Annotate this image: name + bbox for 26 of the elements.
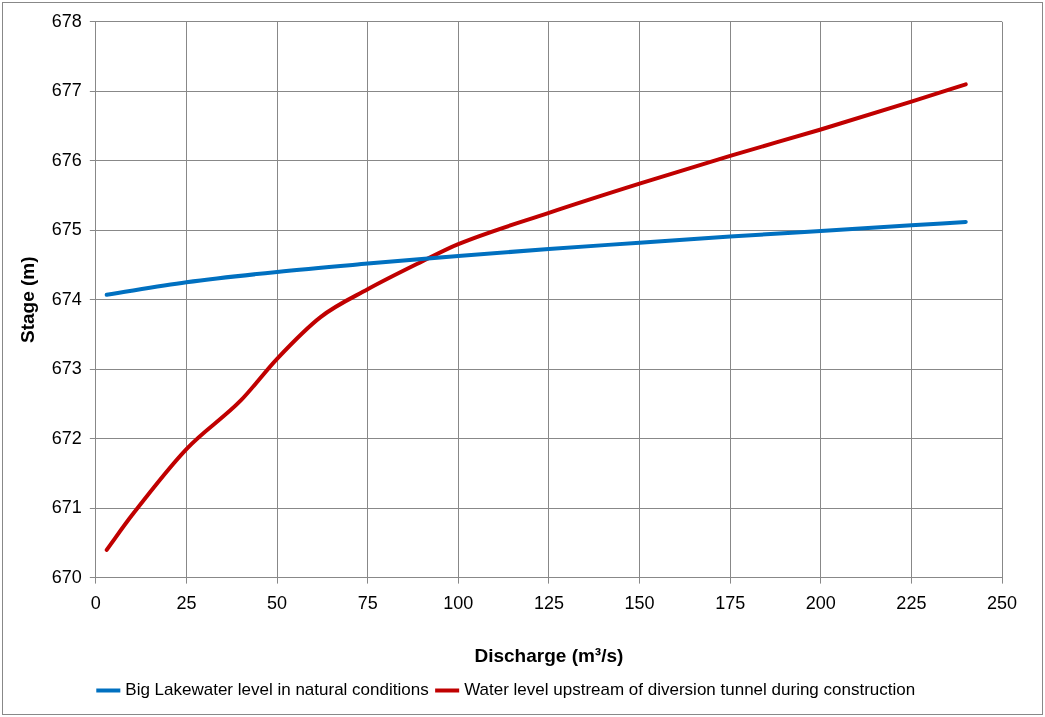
x-tick-label: 250 (986, 593, 1018, 614)
y-axis-title: Stage (m) (16, 256, 38, 343)
x-tick-label: 0 (90, 593, 101, 614)
y-tick-label: 676 (51, 149, 82, 170)
x-tick-label: 25 (176, 593, 197, 614)
y-tick-label: 670 (51, 566, 82, 587)
x-tick-label: 50 (267, 593, 288, 614)
y-tick-label: 675 (51, 219, 82, 240)
x-tick-label: 75 (357, 593, 378, 614)
y-tick-label: 672 (51, 427, 82, 448)
x-axis-title: Discharge (m³/s) (474, 644, 624, 666)
line-series (104, 219, 968, 297)
x-tick-label: 175 (715, 593, 746, 614)
x-tick-label: 200 (805, 593, 836, 614)
legend-label: Water level upstream of diversion tunnel during construction (464, 680, 916, 700)
y-tick-label: 677 (51, 80, 82, 101)
y-tick-label: 678 (51, 10, 82, 31)
y-tick-label: 673 (51, 358, 82, 379)
y-tick-label: 671 (51, 497, 82, 518)
x-tick-label: 150 (624, 593, 655, 614)
x-tick-label: 225 (896, 593, 927, 614)
legend-label: Big Lakewater level in natural conditions (125, 680, 429, 700)
y-tick-label: 674 (51, 288, 82, 309)
line-series (104, 82, 968, 552)
x-tick-label: 100 (443, 593, 474, 614)
x-tick-label: 125 (533, 593, 564, 614)
